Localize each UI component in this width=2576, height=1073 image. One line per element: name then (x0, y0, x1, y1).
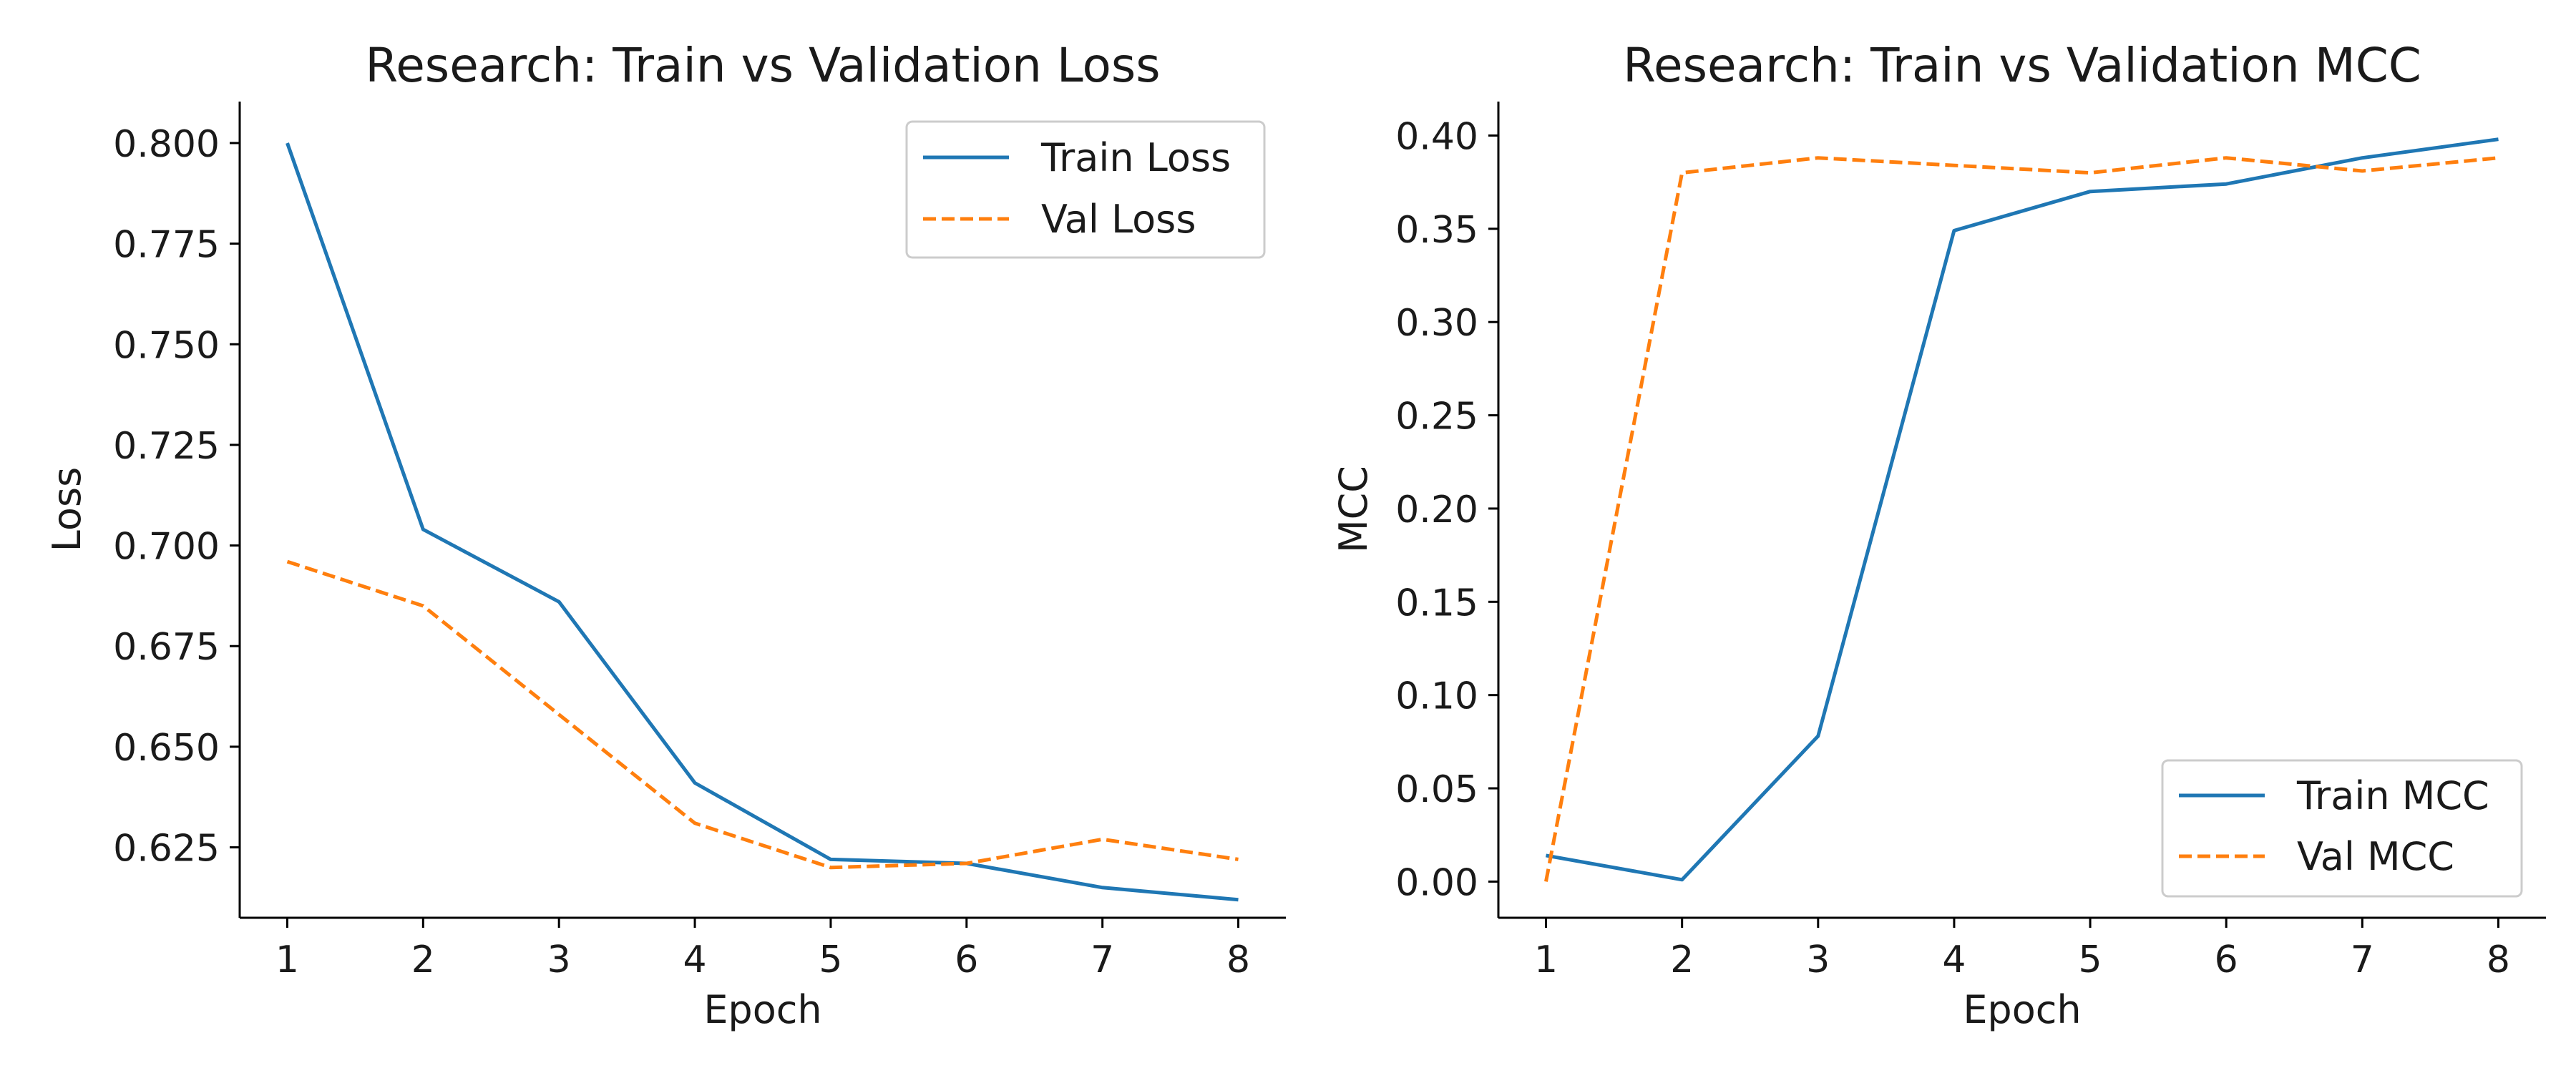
chart-title: Research: Train vs Validation MCC (1623, 38, 2421, 93)
legend-entry: Val MCC (2297, 834, 2454, 879)
loss-chart: Research: Train vs Validation Loss 0.625… (44, 38, 1286, 1032)
y-tick-label: 0.25 (1395, 396, 1478, 438)
legend-entry: Train Loss (1040, 135, 1231, 180)
x-tick-label: 4 (683, 939, 707, 981)
mcc-chart: Research: Train vs Validation MCC 0.000.… (1331, 38, 2546, 1032)
x-ticks: 1 2 3 4 5 6 7 8 (275, 918, 1250, 981)
y-tick-label: 0.20 (1395, 489, 1478, 531)
y-tick-label: 0.30 (1395, 302, 1478, 345)
x-tick-label: 4 (1942, 939, 1966, 981)
x-tick-label: 6 (955, 939, 978, 981)
y-tick-label: 0.10 (1395, 675, 1478, 718)
y-ticks: 0.00 0.05 0.10 0.15 0.20 0.25 0.30 0.35 0.40 (1395, 115, 1498, 904)
y-ticks: 0.625 0.650 0.675 0.700 0.725 0.750 0.775 0.800 (113, 123, 240, 871)
y-tick-label: 0.775 (113, 224, 220, 267)
x-tick-label: 2 (1670, 939, 1694, 981)
series-line-train-mcc (1546, 137, 2499, 882)
legend-entry: Val Loss (1041, 197, 1196, 242)
y-tick-label: 0.650 (113, 727, 220, 770)
y-tick-label: 0.725 (113, 425, 220, 468)
x-ticks: 1 2 3 4 5 6 7 8 (1534, 918, 2510, 981)
series-line-train-loss (286, 142, 1239, 902)
x-tick-label: 5 (819, 939, 842, 981)
x-tick-label: 8 (2487, 939, 2510, 981)
x-tick-label: 5 (2079, 939, 2102, 981)
legend-entry: Train MCC (2296, 773, 2489, 818)
x-tick-label: 1 (275, 939, 299, 981)
y-tick-label: 0.750 (113, 324, 220, 367)
y-tick-label: 0.00 (1395, 861, 1478, 904)
y-tick-label: 0.800 (113, 123, 220, 166)
series-layer (286, 142, 1239, 902)
y-axis-label: Loss (44, 467, 89, 552)
x-tick-label: 7 (2351, 939, 2374, 981)
y-tick-label: 0.05 (1395, 768, 1478, 811)
legend: Train Loss Val Loss (905, 120, 1266, 259)
x-tick-label: 3 (547, 939, 571, 981)
x-axis-label: Epoch (1963, 987, 2081, 1032)
series-layer (1544, 137, 2499, 882)
y-axis-label: MCC (1331, 466, 1376, 553)
y-tick-label: 0.35 (1395, 209, 1478, 252)
x-tick-label: 1 (1534, 939, 1558, 981)
x-axis-label: Epoch (703, 987, 821, 1032)
legend: Train MCC Val MCC (2161, 759, 2523, 898)
y-tick-label: 0.625 (113, 828, 220, 871)
x-tick-label: 8 (1226, 939, 1250, 981)
y-tick-label: 0.675 (113, 626, 220, 669)
series-line-val-mcc (1544, 156, 2499, 882)
x-tick-label: 2 (411, 939, 435, 981)
x-tick-label: 6 (2215, 939, 2238, 981)
x-tick-label: 3 (1806, 939, 1830, 981)
chart-title: Research: Train vs Validation Loss (365, 38, 1160, 93)
series-line-val-loss (286, 559, 1239, 870)
y-tick-label: 0.700 (113, 526, 220, 569)
y-tick-label: 0.15 (1395, 582, 1478, 624)
y-tick-label: 0.40 (1395, 115, 1478, 158)
x-tick-label: 7 (1091, 939, 1114, 981)
